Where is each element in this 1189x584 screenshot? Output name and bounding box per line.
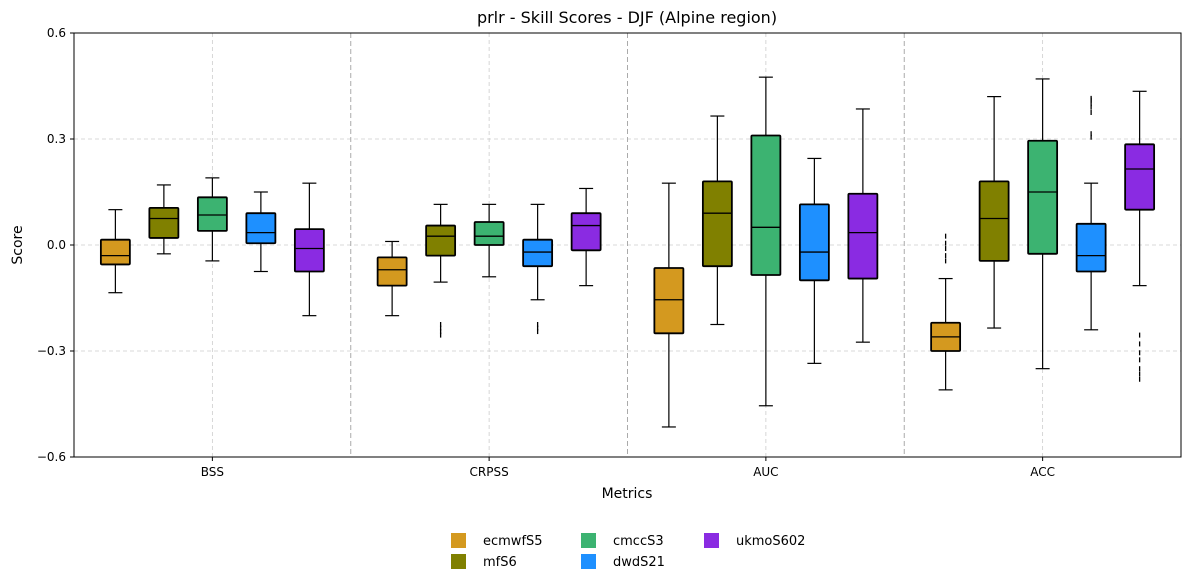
- legend-label: ukmoS602: [736, 534, 805, 549]
- legend-item-dwdS21: dwdS21: [581, 554, 665, 570]
- box-ecmwfS5-AUC: [653, 182, 685, 428]
- box-dwdS21-CRPSS: [522, 203, 554, 335]
- box-iqr: [847, 192, 879, 280]
- legend-label: mfS6: [483, 555, 517, 570]
- legend-swatch: [581, 554, 596, 569]
- box-mfS6-CRPSS: [425, 203, 457, 338]
- legend-swatch: [451, 533, 466, 548]
- box-mfS6-AUC: [701, 115, 733, 326]
- box-ecmwfS5-CRPSS: [376, 240, 408, 317]
- box-cmccS3-BSS: [196, 177, 228, 262]
- box-iqr: [701, 180, 733, 268]
- legend-item-ukmoS602: ukmoS602: [704, 533, 805, 549]
- x-tick-label: BSS: [201, 465, 224, 479]
- box-ukmoS602-CRPSS: [570, 187, 602, 287]
- y-tick-label: 0.3: [47, 132, 66, 146]
- y-tick-label: −0.3: [37, 344, 66, 358]
- y-tick-label: 0.6: [47, 26, 66, 40]
- box-cmccS3-CRPSS: [473, 203, 505, 278]
- box-ukmoS602-AUC: [847, 108, 879, 343]
- legend-swatch: [451, 554, 466, 569]
- box-iqr: [798, 203, 830, 282]
- legend-label: ecmwfS5: [483, 534, 543, 549]
- box-iqr: [750, 134, 782, 276]
- box-cmccS3-ACC: [1027, 78, 1059, 370]
- x-axis-title: Metrics: [602, 486, 653, 502]
- box-iqr: [376, 256, 408, 287]
- y-axis-title: Score: [10, 225, 26, 264]
- x-axis: BSS CRPSS AUC ACC: [201, 457, 1055, 479]
- box-ecmwfS5-BSS: [99, 209, 131, 294]
- box-iqr: [99, 238, 131, 266]
- box-iqr: [473, 221, 505, 246]
- box-iqr: [1124, 143, 1156, 211]
- legend-swatch: [581, 533, 596, 548]
- group-separators: [350, 33, 905, 457]
- y-tick-label: 0.0: [47, 238, 66, 252]
- box-iqr: [293, 228, 325, 273]
- box-ukmoS602-ACC: [1124, 90, 1156, 382]
- box-ecmwfS5-ACC: [930, 233, 962, 391]
- chart-title: prlr - Skill Scores - DJF (Alpine region…: [477, 8, 777, 27]
- box-iqr: [245, 212, 277, 245]
- legend-item-cmccS3: cmccS3: [581, 533, 664, 549]
- box-mfS6-BSS: [148, 184, 180, 255]
- box-ukmoS602-BSS: [293, 182, 325, 317]
- box-dwdS21-BSS: [245, 191, 277, 273]
- x-tick-label: CRPSS: [470, 465, 509, 479]
- legend-item-mfS6: mfS6: [451, 554, 517, 570]
- x-tick-label: ACC: [1030, 465, 1055, 479]
- box-iqr: [148, 206, 180, 239]
- box-mfS6-ACC: [978, 95, 1010, 329]
- box-dwdS21-AUC: [798, 157, 830, 364]
- box-iqr: [978, 180, 1010, 262]
- y-axis: −0.6 −0.3 0.0 0.3 0.6: [37, 26, 74, 464]
- box-layer: [99, 76, 1156, 428]
- box-iqr: [1027, 139, 1059, 255]
- legend: ecmwfS5 mfS6 cmccS3 dwdS21 ukmoS602: [451, 533, 805, 570]
- box-iqr: [425, 224, 457, 257]
- legend-swatch: [704, 533, 719, 548]
- y-tick-label: −0.6: [37, 450, 66, 464]
- box-iqr: [196, 196, 228, 232]
- legend-label: dwdS21: [613, 555, 665, 570]
- box-iqr: [570, 212, 602, 252]
- x-tick-label: AUC: [753, 465, 778, 479]
- box-iqr: [653, 267, 685, 335]
- box-dwdS21-ACC: [1075, 95, 1107, 331]
- box-iqr: [1075, 222, 1107, 273]
- legend-label: cmccS3: [613, 534, 664, 549]
- box-cmccS3-AUC: [750, 76, 782, 407]
- box-iqr: [522, 238, 554, 268]
- legend-item-ecmwfS5: ecmwfS5: [451, 533, 543, 549]
